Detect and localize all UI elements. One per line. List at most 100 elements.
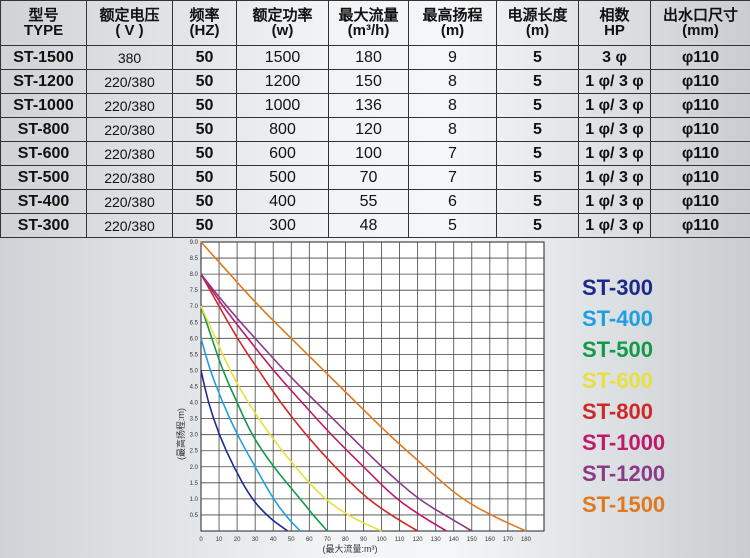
table-cell: 220/380 <box>86 93 173 118</box>
x-tick-label: 110 <box>395 537 405 543</box>
x-tick-label: 0 <box>199 537 203 543</box>
table-body: ST-1500 380 50 1500 180 9 5 3 φ φ110 ST-1200 220/3… <box>0 45 750 238</box>
column-header: 额定功率 (w) <box>236 0 329 46</box>
column-header-unit: (m³/h) <box>347 22 390 39</box>
x-tick-label: 170 <box>503 537 514 543</box>
x-tick-label: 30 <box>252 537 259 543</box>
x-tick-label: 160 <box>485 537 496 543</box>
table-cell: 8 <box>408 117 497 142</box>
x-tick-label: 60 <box>306 537 313 543</box>
column-header: 电源长度 (m) <box>496 0 579 46</box>
x-tick-label: 100 <box>377 537 388 543</box>
x-tick-label: 50 <box>288 537 295 543</box>
table-cell: φ110 <box>650 141 750 166</box>
y-tick-label: 4.5 <box>190 385 199 391</box>
x-tick-label: 70 <box>324 537 331 543</box>
y-tick-label: 6.5 <box>190 320 199 326</box>
series-line-st-800 <box>200 273 419 532</box>
table-cell: 220/380 <box>86 189 173 214</box>
table-cell: 150 <box>328 69 409 94</box>
table-cell: 7 <box>408 141 497 166</box>
legend-item-st-600: ST-600 <box>582 368 653 393</box>
axis-ticks: 0 10 20 30 40 50 60 70 80 90 100 110 120 130 140 150 160… <box>190 240 532 543</box>
column-header-title: 最高扬程 <box>422 7 483 24</box>
table-cell: 1 φ/ 3 φ <box>578 213 651 238</box>
series-line-st-1500 <box>200 241 527 532</box>
y-tick-label: 4.0 <box>190 401 199 407</box>
column-header-unit: HP <box>604 22 625 39</box>
x-tick-label: 150 <box>467 537 478 543</box>
table-cell: 7 <box>408 165 497 190</box>
series-line-st-300 <box>200 370 289 532</box>
series-line-st-500 <box>200 305 328 532</box>
table-cell: 300 <box>236 213 329 238</box>
legend-item-st-800: ST-800 <box>582 399 653 424</box>
table-cell: 220/380 <box>86 117 173 142</box>
column-header-title: 电源长度 <box>507 7 568 24</box>
y-tick-label: 3.5 <box>190 417 199 423</box>
table-cell: φ110 <box>650 45 750 70</box>
table-cell: 1 φ/ 3 φ <box>578 117 651 142</box>
table-cell: ST-300 <box>0 213 87 238</box>
column-header: 相数 HP <box>578 0 651 46</box>
legend-item-st-400: ST-400 <box>582 306 653 331</box>
y-tick-label: 3.0 <box>190 433 199 439</box>
table-cell: 9 <box>408 45 497 70</box>
y-tick-label: 0.5 <box>190 513 199 519</box>
table-cell: ST-400 <box>0 189 87 214</box>
y-tick-label: 8.5 <box>190 256 199 262</box>
table-cell: 100 <box>328 141 409 166</box>
table-cell: 50 <box>172 45 237 70</box>
header-row: 型号 TYPE 额定电压( V ) 频率 (HZ) 额定功率 (w) 最大流量 (m³/h) 最高… <box>0 0 750 46</box>
x-tick-label: 10 <box>216 537 223 543</box>
table-row: ST-600 220/380 50 600 100 7 5 1 φ/ 3 φ φ110 <box>0 141 750 166</box>
column-header-unit: ( V ) <box>115 22 144 39</box>
table-cell: 1 φ/ 3 φ <box>578 141 651 166</box>
table-cell: 50 <box>172 117 237 142</box>
chart-grid <box>200 241 545 532</box>
table-row: ST-1200 220/380 50 1200 150 8 5 1 φ/ 3 φ φ110 <box>0 69 750 94</box>
column-header-title: 相数 <box>599 7 630 24</box>
table-cell: 70 <box>328 165 409 190</box>
table-cell: 1 φ/ 3 φ <box>578 69 651 94</box>
column-header: 出水口尺寸 (mm) <box>650 0 750 46</box>
table-cell: 8 <box>408 93 497 118</box>
series-line-st-600 <box>200 305 382 532</box>
table-cell: φ110 <box>650 93 750 118</box>
table-cell: 220/380 <box>86 141 173 166</box>
column-header: 型号 TYPE <box>0 0 87 46</box>
table-cell: ST-1200 <box>0 69 87 94</box>
legend-item-st-300: ST-300 <box>582 275 653 300</box>
column-header-unit: (m) <box>525 22 550 39</box>
table-cell: 6 <box>408 189 497 214</box>
table-row: ST-800 220/380 50 800 120 8 5 1 φ/ 3 φ φ110 <box>0 117 750 142</box>
table-cell: 180 <box>328 45 409 70</box>
table-cell: 3 φ <box>578 45 651 70</box>
y-tick-label: 2.5 <box>190 449 199 455</box>
y-tick-label: 1.0 <box>190 497 199 503</box>
table-cell: φ110 <box>650 213 750 238</box>
legend-item-st-1000: ST-1000 <box>582 430 666 455</box>
x-tick-label: 140 <box>449 537 460 543</box>
column-header-unit: (HZ) <box>189 22 220 39</box>
table-cell: 50 <box>172 189 237 214</box>
table-cell: 136 <box>328 93 409 118</box>
x-axis-label: (最大流量:m³) <box>323 543 378 554</box>
table-cell: 5 <box>496 165 579 190</box>
column-header: 频率 (HZ) <box>172 0 237 46</box>
y-tick-label: 9.0 <box>190 240 199 246</box>
y-tick-label: 6.0 <box>190 336 199 342</box>
spec-table: 型号 TYPE 额定电压( V ) 频率 (HZ) 额定功率 (w) 最大流量 (m³/h) 最高… <box>0 0 750 238</box>
column-header-title: 额定功率 <box>252 7 313 24</box>
table-cell: ST-1000 <box>0 93 87 118</box>
table-cell: 50 <box>172 69 237 94</box>
chart-legend: ST-300 ST-400 ST-500 ST-600 ST-800 ST-1000 ST-… <box>582 272 702 520</box>
y-tick-label: 1.5 <box>190 481 199 487</box>
y-tick-label: 7.5 <box>190 288 199 294</box>
table-cell: 380 <box>86 45 173 70</box>
series-line-st-400 <box>200 338 301 532</box>
column-header-unit: (w) <box>271 22 294 39</box>
table-cell: φ110 <box>650 117 750 142</box>
table-cell: 5 <box>496 93 579 118</box>
y-tick-label: 2.0 <box>190 465 199 471</box>
